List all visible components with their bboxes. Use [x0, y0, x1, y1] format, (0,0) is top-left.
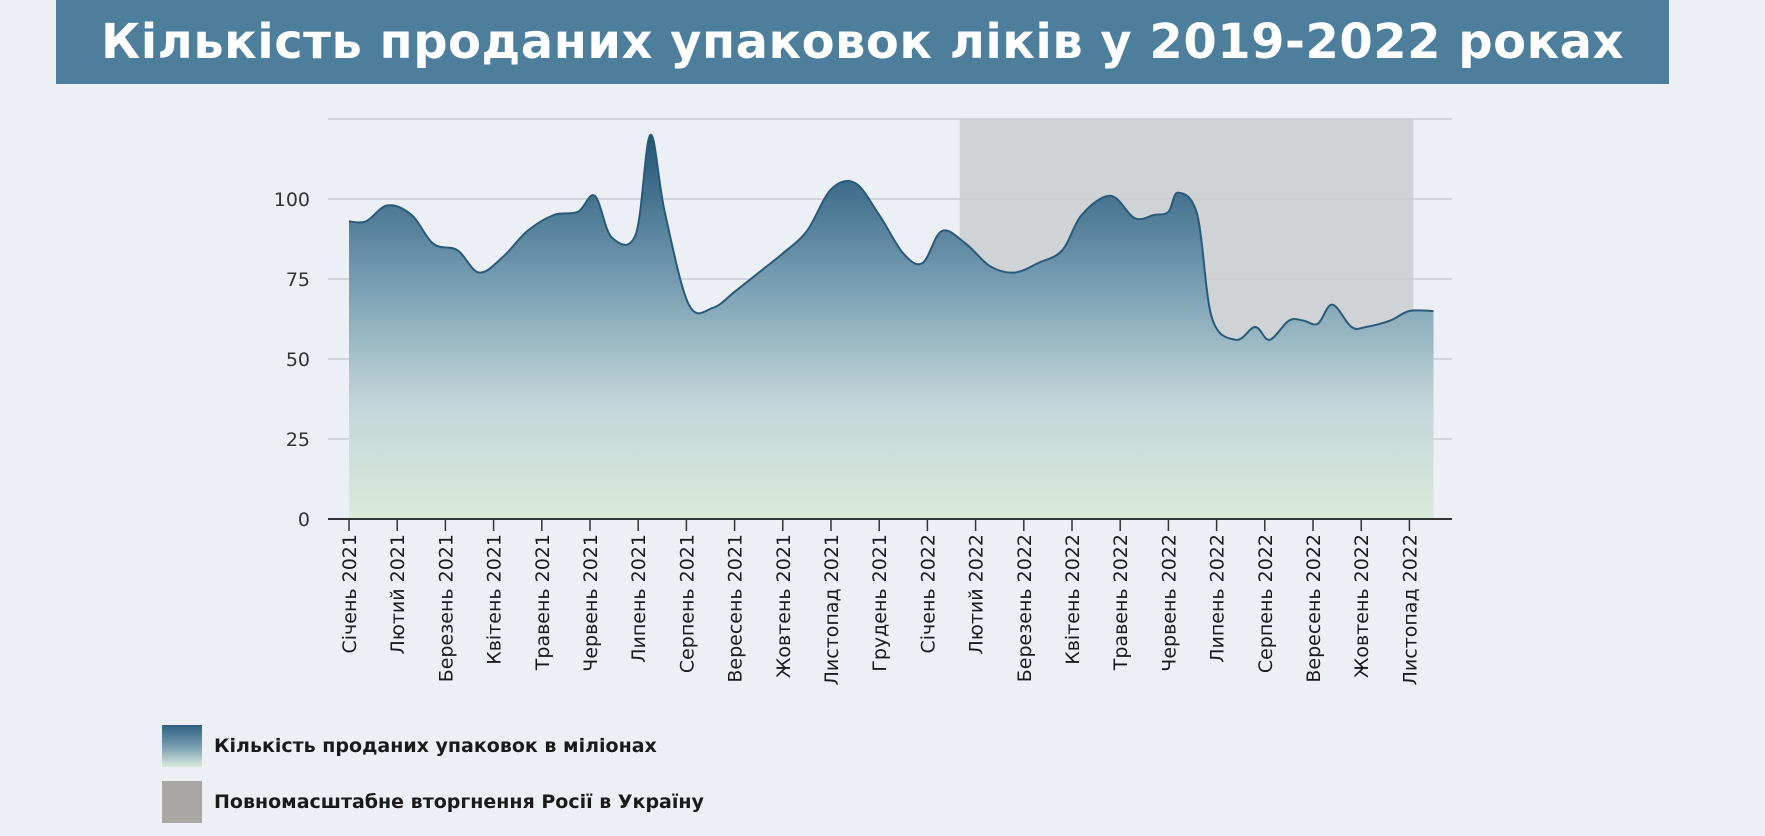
x-tick-label: Квітень 2021: [484, 534, 506, 665]
y-tick-label: 0: [298, 509, 310, 531]
title-bar: Кількість проданих упаковок ліків у 2019…: [56, 0, 1669, 84]
x-tick-label: Жовтень 2021: [773, 534, 795, 678]
x-tick-label: Вересень 2022: [1303, 534, 1325, 683]
legend-item-invasion: Повномасштабне вторгнення Росії в Україн…: [162, 780, 704, 824]
x-tick-label: Липень 2021: [628, 534, 650, 663]
y-tick-label: 100: [274, 189, 310, 211]
x-tick-label: Вересень 2021: [725, 534, 747, 683]
y-tick-label: 50: [286, 349, 310, 371]
x-tick-label: Лютий 2022: [966, 534, 988, 654]
x-tick-label: Жовтень 2022: [1351, 534, 1373, 678]
x-tick-label: Листопад 2022: [1399, 534, 1421, 685]
x-tick-label: Березень 2021: [435, 534, 457, 682]
y-tick-label: 25: [286, 429, 310, 451]
x-tick-label: Червень 2021: [580, 534, 602, 672]
x-tick-label: Серпень 2022: [1255, 534, 1277, 673]
x-tick-label: Серпень 2021: [676, 534, 698, 673]
x-tick-label: Березень 2022: [1014, 534, 1036, 682]
legend: Кількість проданих упаковок в міліонах П…: [162, 724, 704, 836]
x-tick-label: Грудень 2021: [869, 534, 891, 672]
x-tick-label: Травень 2022: [1110, 534, 1132, 671]
x-tick-label: Квітень 2022: [1062, 534, 1084, 665]
legend-item-sales: Кількість проданих упаковок в міліонах: [162, 724, 704, 768]
legend-swatch-sales: [162, 725, 202, 767]
y-tick-label: 75: [286, 269, 310, 291]
x-tick-label: Липень 2022: [1207, 534, 1229, 663]
legend-swatch-invasion: [162, 781, 202, 823]
page-title: Кількість проданих упаковок ліків у 2019…: [100, 14, 1625, 70]
x-tick-label: Травень 2021: [532, 534, 554, 671]
x-tick-label: Листопад 2021: [821, 534, 843, 685]
legend-label-invasion: Повномасштабне вторгнення Росії в Україн…: [214, 791, 704, 813]
legend-label-sales: Кількість проданих упаковок в міліонах: [214, 735, 657, 757]
x-tick-label: Січень 2021: [339, 534, 361, 653]
x-tick-label: Січень 2022: [917, 534, 939, 653]
x-tick-label: Червень 2022: [1158, 534, 1180, 672]
series-area: [349, 134, 1434, 519]
series-line: [348, 133, 1434, 341]
x-tick-label: Лютий 2021: [387, 534, 409, 654]
